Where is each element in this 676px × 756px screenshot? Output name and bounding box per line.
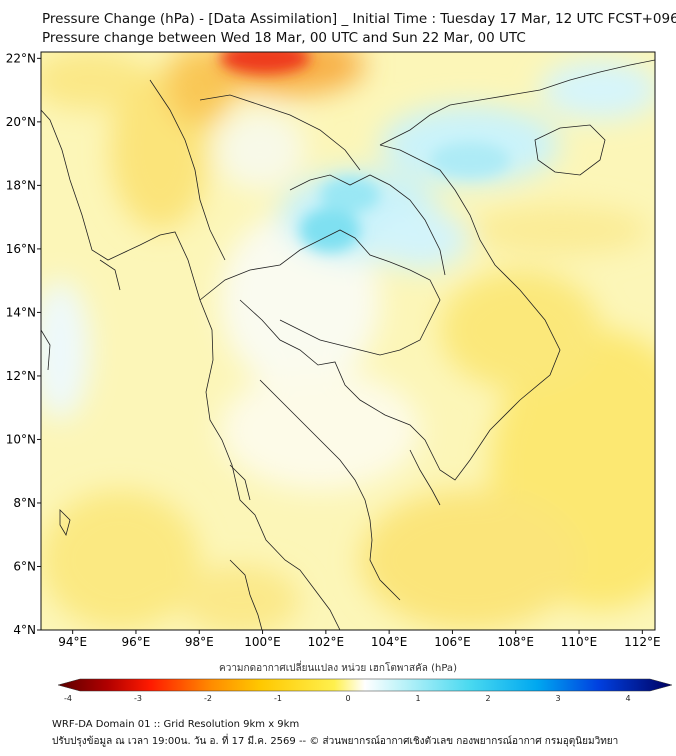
lon-tick-label: 96°E — [122, 635, 151, 649]
latitude-axis: 4°N 6°N 8°N 10°N 12°N 14°N 16°N 18°N 20°N 22°N — [6, 51, 41, 637]
coastline-borders — [41, 59, 655, 630]
lat-tick-label: 4°N — [13, 623, 36, 637]
lat-tick-label: 12°N — [6, 369, 36, 383]
lon-tick-label: 108°E — [497, 635, 534, 649]
colorbar-tick-label: -4 — [64, 694, 72, 703]
lat-tick-label: 8°N — [13, 496, 36, 510]
map-subtitle: Pressure change between Wed 18 Mar, 00 U… — [42, 30, 526, 46]
footer-update-info: ปรับปรุงข้อมูล ณ เวลา 19:00น. วัน อ. ที่… — [52, 736, 619, 747]
lat-tick-label: 16°N — [6, 242, 36, 256]
lat-tick-label: 6°N — [13, 559, 36, 573]
colorbar-tick-label: 4 — [625, 694, 630, 703]
lat-tick-label: 22°N — [6, 51, 36, 65]
lat-tick-label: 10°N — [6, 432, 36, 446]
colorbar-tick-label: 1 — [415, 694, 420, 703]
lon-tick-label: 102°E — [308, 635, 345, 649]
footer-domain-info: WRF-DA Domain 01 :: Grid Resolution 9km … — [52, 719, 300, 730]
colorbar-tick-label: -2 — [204, 694, 212, 703]
pressure-change-map: 4°N 6°N 8°N 10°N 12°N 14°N 16°N 18°N 20°N 22°N 94… — [6, 51, 661, 649]
longitude-axis: 94°E 96°E 98°E 100°E 102°E 104°E 106°E 108°E 110… — [58, 630, 661, 649]
colorbar: -4 -3 -2 -1 0 1 2 3 4 — [57, 678, 673, 703]
lat-tick-label: 18°N — [6, 178, 36, 192]
colorbar-tick-label: 0 — [345, 694, 350, 703]
lon-tick-label: 100°E — [244, 635, 281, 649]
map-title: Pressure Change (hPa) - [Data Assimilati… — [42, 11, 676, 27]
colorbar-tick-label: -3 — [134, 694, 142, 703]
lon-tick-label: 106°E — [434, 635, 471, 649]
map-frame — [40, 51, 656, 631]
lat-tick-label: 20°N — [6, 115, 36, 129]
lon-tick-label: 104°E — [371, 635, 408, 649]
lon-tick-label: 112°E — [624, 635, 661, 649]
lon-tick-label: 94°E — [58, 635, 87, 649]
colorbar-tick-label: 3 — [555, 694, 560, 703]
pressure-field — [41, 52, 655, 630]
lat-tick-label: 14°N — [6, 305, 36, 319]
colorbar-label: ความกดอากาศเปลี่ยนแปลง หน่วย เฮกโตพาสคัล… — [219, 663, 457, 674]
lon-tick-label: 98°E — [185, 635, 214, 649]
colorbar-tick-label: -1 — [274, 694, 282, 703]
colorbar-tick-label: 2 — [485, 694, 490, 703]
lon-tick-label: 110°E — [561, 635, 598, 649]
